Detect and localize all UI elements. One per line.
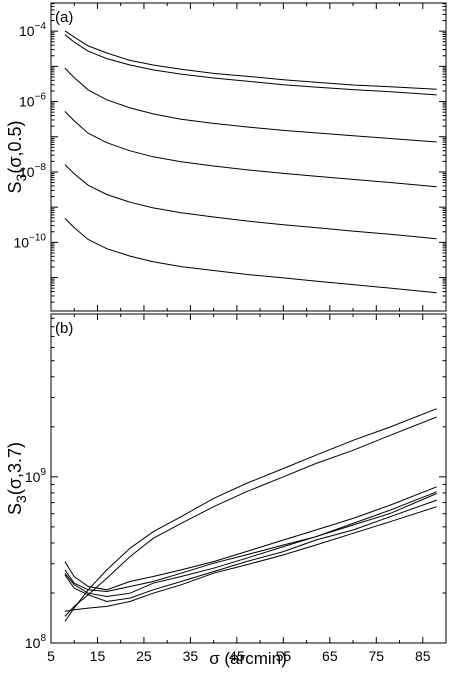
y-tick-label: 10−10 bbox=[13, 232, 46, 250]
y-tick-label-exponent: 8 bbox=[40, 633, 46, 644]
x-tick-label: 65 bbox=[322, 648, 338, 664]
series-line-4 bbox=[64, 491, 437, 598]
y-tick-label: 108 bbox=[25, 633, 47, 651]
plot-frame bbox=[50, 2, 447, 312]
y-tick-label: 10−8 bbox=[19, 162, 46, 180]
y-tick-label-base: 10 bbox=[19, 94, 35, 110]
y-tick-label: 10−6 bbox=[19, 92, 46, 110]
x-tick-label: 35 bbox=[183, 648, 199, 664]
series-line-6 bbox=[64, 218, 437, 294]
y-tick-label-exponent: 9 bbox=[40, 467, 46, 478]
series-line-1 bbox=[64, 408, 437, 622]
series-line-5 bbox=[64, 164, 437, 240]
series-line-5 bbox=[64, 493, 437, 593]
series-line-4 bbox=[64, 111, 437, 188]
y-tick-label-exponent: −6 bbox=[35, 92, 47, 103]
y-axis-label-args: (σ,3.7) bbox=[5, 442, 25, 495]
y-axis-label-args: (σ,0.5) bbox=[5, 121, 25, 174]
y-axis-label-subscript: 3 bbox=[13, 173, 29, 181]
series-line-1 bbox=[64, 30, 437, 90]
series-line-2 bbox=[64, 34, 437, 96]
y-tick-label: 10−4 bbox=[19, 21, 46, 39]
series-line-2 bbox=[64, 416, 437, 617]
panel-a: 10−410−610−810−10(a)S3(σ,0.5) bbox=[5, 2, 447, 312]
y-axis-label: S3(σ,0.5) bbox=[5, 121, 29, 194]
plot-frame bbox=[50, 313, 447, 644]
y-axis-label-subscript: 3 bbox=[13, 495, 29, 503]
x-tick-label: 55 bbox=[276, 648, 292, 664]
x-tick-label: 25 bbox=[136, 648, 152, 664]
y-tick-label-base: 10 bbox=[19, 23, 35, 39]
y-tick-label-base: 10 bbox=[19, 164, 35, 180]
y-tick-label: 109 bbox=[25, 467, 47, 485]
x-tick-label: 15 bbox=[90, 648, 106, 664]
x-tick-label: 85 bbox=[415, 648, 431, 664]
y-tick-label-exponent: −4 bbox=[35, 21, 47, 32]
y-tick-label-base: 10 bbox=[13, 234, 29, 250]
x-tick-label: 45 bbox=[229, 648, 245, 664]
y-axis-label-main: S bbox=[5, 503, 25, 515]
x-tick-label: 5 bbox=[47, 648, 55, 664]
series-line-3 bbox=[64, 67, 437, 143]
y-tick-label-base: 10 bbox=[25, 635, 41, 651]
x-axis-label: σ (arcmin) bbox=[209, 649, 287, 668]
panel-label: (a) bbox=[55, 9, 73, 26]
series-line-3 bbox=[64, 486, 437, 591]
x-tick-label: 75 bbox=[369, 648, 385, 664]
y-tick-label-exponent: −8 bbox=[35, 162, 47, 173]
panel-label: (b) bbox=[55, 320, 73, 337]
y-tick-label-base: 10 bbox=[25, 469, 41, 485]
y-axis-label-main: S bbox=[5, 181, 25, 193]
series-line-7 bbox=[64, 506, 437, 612]
series-line-6 bbox=[64, 499, 437, 603]
y-tick-label-exponent: −10 bbox=[29, 232, 46, 243]
y-axis-label: S3(σ,3.7) bbox=[5, 442, 29, 515]
